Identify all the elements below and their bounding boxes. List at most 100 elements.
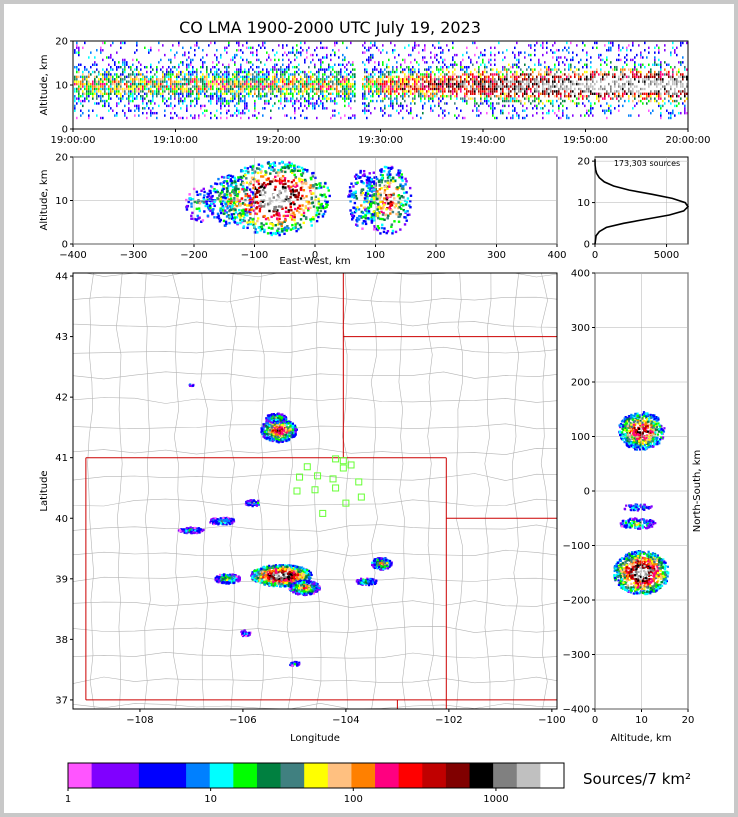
colorbar-tick-label: 10 [204, 794, 217, 805]
ns-tick-label: −100 [563, 541, 590, 552]
colorbar-swatch [91, 763, 116, 788]
colorbar-swatch [445, 763, 471, 788]
altitude-tick-label: 20 [577, 157, 590, 168]
longitude-tick-label: −104 [332, 715, 359, 726]
latitude-tick-label: 38 [55, 635, 68, 646]
altitude-tick-label: 20 [55, 153, 68, 164]
time-tick-label: 19:10:00 [153, 135, 198, 146]
latitude-tick-label: 39 [55, 574, 68, 585]
colorbar-swatch [209, 763, 234, 788]
lma-station-marker [311, 486, 319, 494]
time-tick-label: 19:50:00 [563, 135, 608, 146]
ew-tick-label: 400 [547, 250, 566, 261]
ew-tick-label: −300 [120, 250, 147, 261]
colorbar-swatch [375, 763, 400, 788]
latitude-tick-label: 43 [55, 332, 68, 343]
lma-station-marker [342, 499, 350, 507]
ns-tick-label: 400 [571, 269, 590, 280]
altitude-tick-label: 10 [635, 715, 648, 726]
colorbar-swatch [115, 763, 140, 788]
longitude-tick-label: −108 [126, 715, 153, 726]
time-height-ylabel: Altitude, km [39, 55, 50, 116]
ew-tick-label: −400 [59, 250, 86, 261]
colorbar-swatch [493, 763, 518, 788]
lma-station-marker [296, 473, 304, 481]
colorbar-swatch [540, 763, 565, 788]
latitude-tick-label: 37 [55, 695, 68, 706]
colorbar-swatch [280, 763, 305, 788]
altitude-tick-label: 0 [592, 715, 598, 726]
count-tick-label: 0 [592, 250, 598, 261]
colorbar-tick-label: 1000 [483, 794, 508, 805]
ns-tick-label: 200 [571, 378, 590, 389]
longitude-tick-label: −102 [435, 715, 462, 726]
lma-station-marker [319, 509, 327, 517]
ew-tick-label: 0 [312, 250, 318, 261]
altitude-histogram-panel: 0 5000 0 10 20 173,303 sources [577, 156, 690, 261]
ew-tick-label: −100 [241, 250, 268, 261]
ew-altitude-panel: −400 −300 −200 −100 0 100 200 300 400 0 10 20 East-… [39, 153, 567, 268]
altitude-tick-label: 10 [55, 196, 68, 207]
lma-station-marker [293, 487, 301, 495]
ns-altitude-sources [613, 411, 670, 596]
time-tick-label: 19:40:00 [461, 135, 506, 146]
time-height-sources [74, 41, 688, 120]
colorbar-swatch [516, 763, 541, 788]
colorbar-swatch [469, 763, 494, 788]
longitude-tick-label: −106 [229, 715, 256, 726]
altitude-tick-label: 0 [62, 240, 68, 251]
altitude-histogram-line [594, 159, 690, 245]
lma-station-marker [355, 478, 363, 486]
colorbar-label: Sources/7 km² [583, 770, 691, 788]
latitude-tick-label: 40 [55, 514, 68, 525]
ns-tick-label: 100 [571, 432, 590, 443]
lma-stations [293, 455, 365, 517]
lma-station-marker [332, 455, 340, 463]
latitude-tick-label: 42 [55, 393, 68, 404]
ew-tick-label: −200 [180, 250, 207, 261]
colorbar-frame [67, 762, 565, 789]
colorbar-swatch [233, 763, 258, 788]
ns-tick-label: 300 [571, 323, 590, 334]
ew-altitude-sources [185, 160, 413, 237]
lma-station-marker [347, 461, 355, 469]
ns-altitude-xlabel: Altitude, km [611, 733, 672, 744]
ns-tick-label: −200 [563, 596, 590, 607]
time-tick-label: 19:20:00 [256, 135, 301, 146]
ew-tick-label: 200 [426, 250, 445, 261]
colorbar-swatch [68, 763, 93, 788]
time-tick-label: 19:30:00 [358, 135, 403, 146]
plan-view-xlabel: Longitude [290, 733, 340, 744]
state-boundaries [85, 273, 557, 709]
ew-tick-label: 100 [366, 250, 385, 261]
altitude-tick-label: 20 [55, 37, 68, 48]
longitude-tick-label: −100 [538, 715, 565, 726]
lma-station-marker [332, 484, 340, 492]
lma-station-marker [314, 472, 322, 480]
time-tick-label: 19:00:00 [51, 135, 96, 146]
altitude-tick-label: 10 [577, 198, 590, 209]
colorbar-swatch [327, 763, 352, 788]
time-height-panel: 19:00:00 19:10:00 19:20:00 19:30:00 19:40:00… [39, 37, 710, 147]
ns-tick-label: −300 [563, 650, 590, 661]
lma-station-marker [303, 463, 311, 471]
plan-view-panel: −108 −106 −104 −102 −100 37 38 39 40 41 42 43 44 Lon… [39, 272, 566, 744]
colorbar: 1 10 100 1000 Sources/7 km² [65, 762, 691, 805]
lma-station-marker [339, 464, 347, 472]
plan-view-axes [72, 272, 558, 710]
lma-station-marker [329, 475, 337, 483]
latitude-tick-label: 44 [55, 272, 68, 283]
ew-tick-label: 300 [487, 250, 506, 261]
lma-station-marker [357, 493, 365, 501]
plan-view-sources [177, 383, 393, 667]
ns-altitude-ylabel: North-South, km [692, 450, 703, 533]
colorbar-swatch [304, 763, 329, 788]
plan-view-ylabel: Latitude [39, 470, 50, 511]
altitude-histogram-axes [594, 156, 689, 245]
figure-title: CO LMA 1900-2000 UTC July 19, 2023 [179, 18, 481, 37]
ew-altitude-xlabel: East-West, km [279, 256, 350, 267]
source-count-annotation: 173,303 sources [614, 159, 680, 168]
lma-station-marker [339, 457, 347, 465]
altitude-tick-label: 20 [682, 715, 695, 726]
lma-figure: CO LMA 1900-2000 UTC July 19, 2023 19:00… [39, 18, 710, 805]
